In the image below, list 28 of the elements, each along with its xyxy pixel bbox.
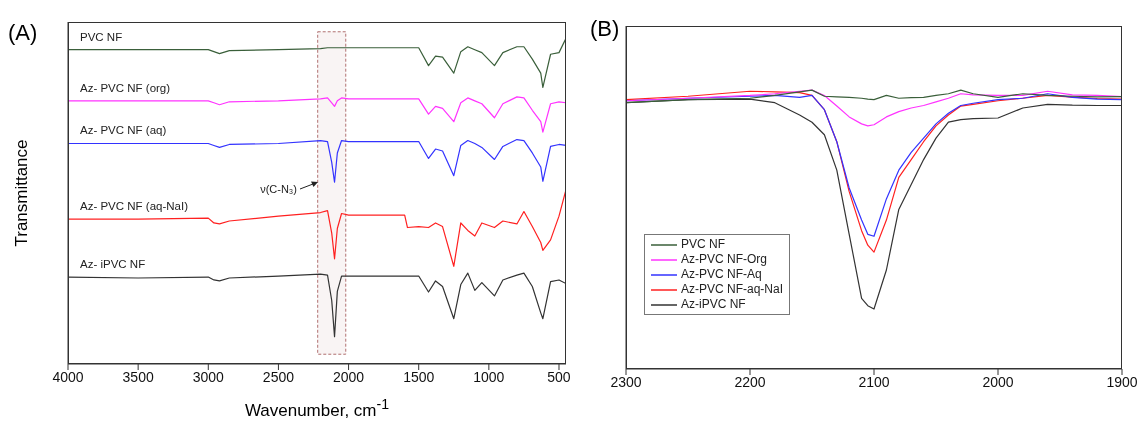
series-label: Az- PVC NF (aq) <box>80 124 167 137</box>
x-tick-label: 1000 <box>473 368 505 385</box>
x-tick-label: 500 <box>547 368 571 385</box>
y-axis-title: Transmittance <box>12 139 32 247</box>
series-label: Az- PVC NF (org) <box>80 81 171 94</box>
x-tick-label: 3000 <box>192 368 225 385</box>
legend-label: Az-iPVC NF <box>681 297 746 312</box>
x-tick-label: 2000 <box>332 368 365 385</box>
x-tick-label: 3500 <box>122 368 154 385</box>
legend-label: PVC NF <box>681 237 726 252</box>
x-tick-label: 2000 <box>982 373 1014 390</box>
series-label: PVC NF <box>80 30 123 43</box>
x-tick-label: 2300 <box>610 373 642 390</box>
chart-title: (A) <box>8 20 38 46</box>
x-tick-label: 2100 <box>858 373 890 390</box>
x-axis-title: Wavenumber, cm$^{-1}$ <box>244 396 390 421</box>
legend-label: Az-PVC NF-Aq <box>681 267 762 282</box>
x-tick-label: 2200 <box>734 373 766 390</box>
x-tick-label: 1500 <box>403 368 435 385</box>
legend-label: Az-PVC NF-Org <box>681 252 768 267</box>
annotation: ν(C-N₃) <box>260 183 297 195</box>
x-tick-label: 2500 <box>262 368 295 385</box>
x-tick-label: 4000 <box>52 368 84 385</box>
legend-label: Az-PVC NF-aq-NaI <box>681 282 784 297</box>
x-tick-label: 1900 <box>1106 373 1138 390</box>
chart-title: (B) <box>590 16 620 42</box>
series-label: Az- PVC NF (aq-NaI) <box>80 200 189 213</box>
series-label: Az- iPVC NF <box>80 258 146 271</box>
